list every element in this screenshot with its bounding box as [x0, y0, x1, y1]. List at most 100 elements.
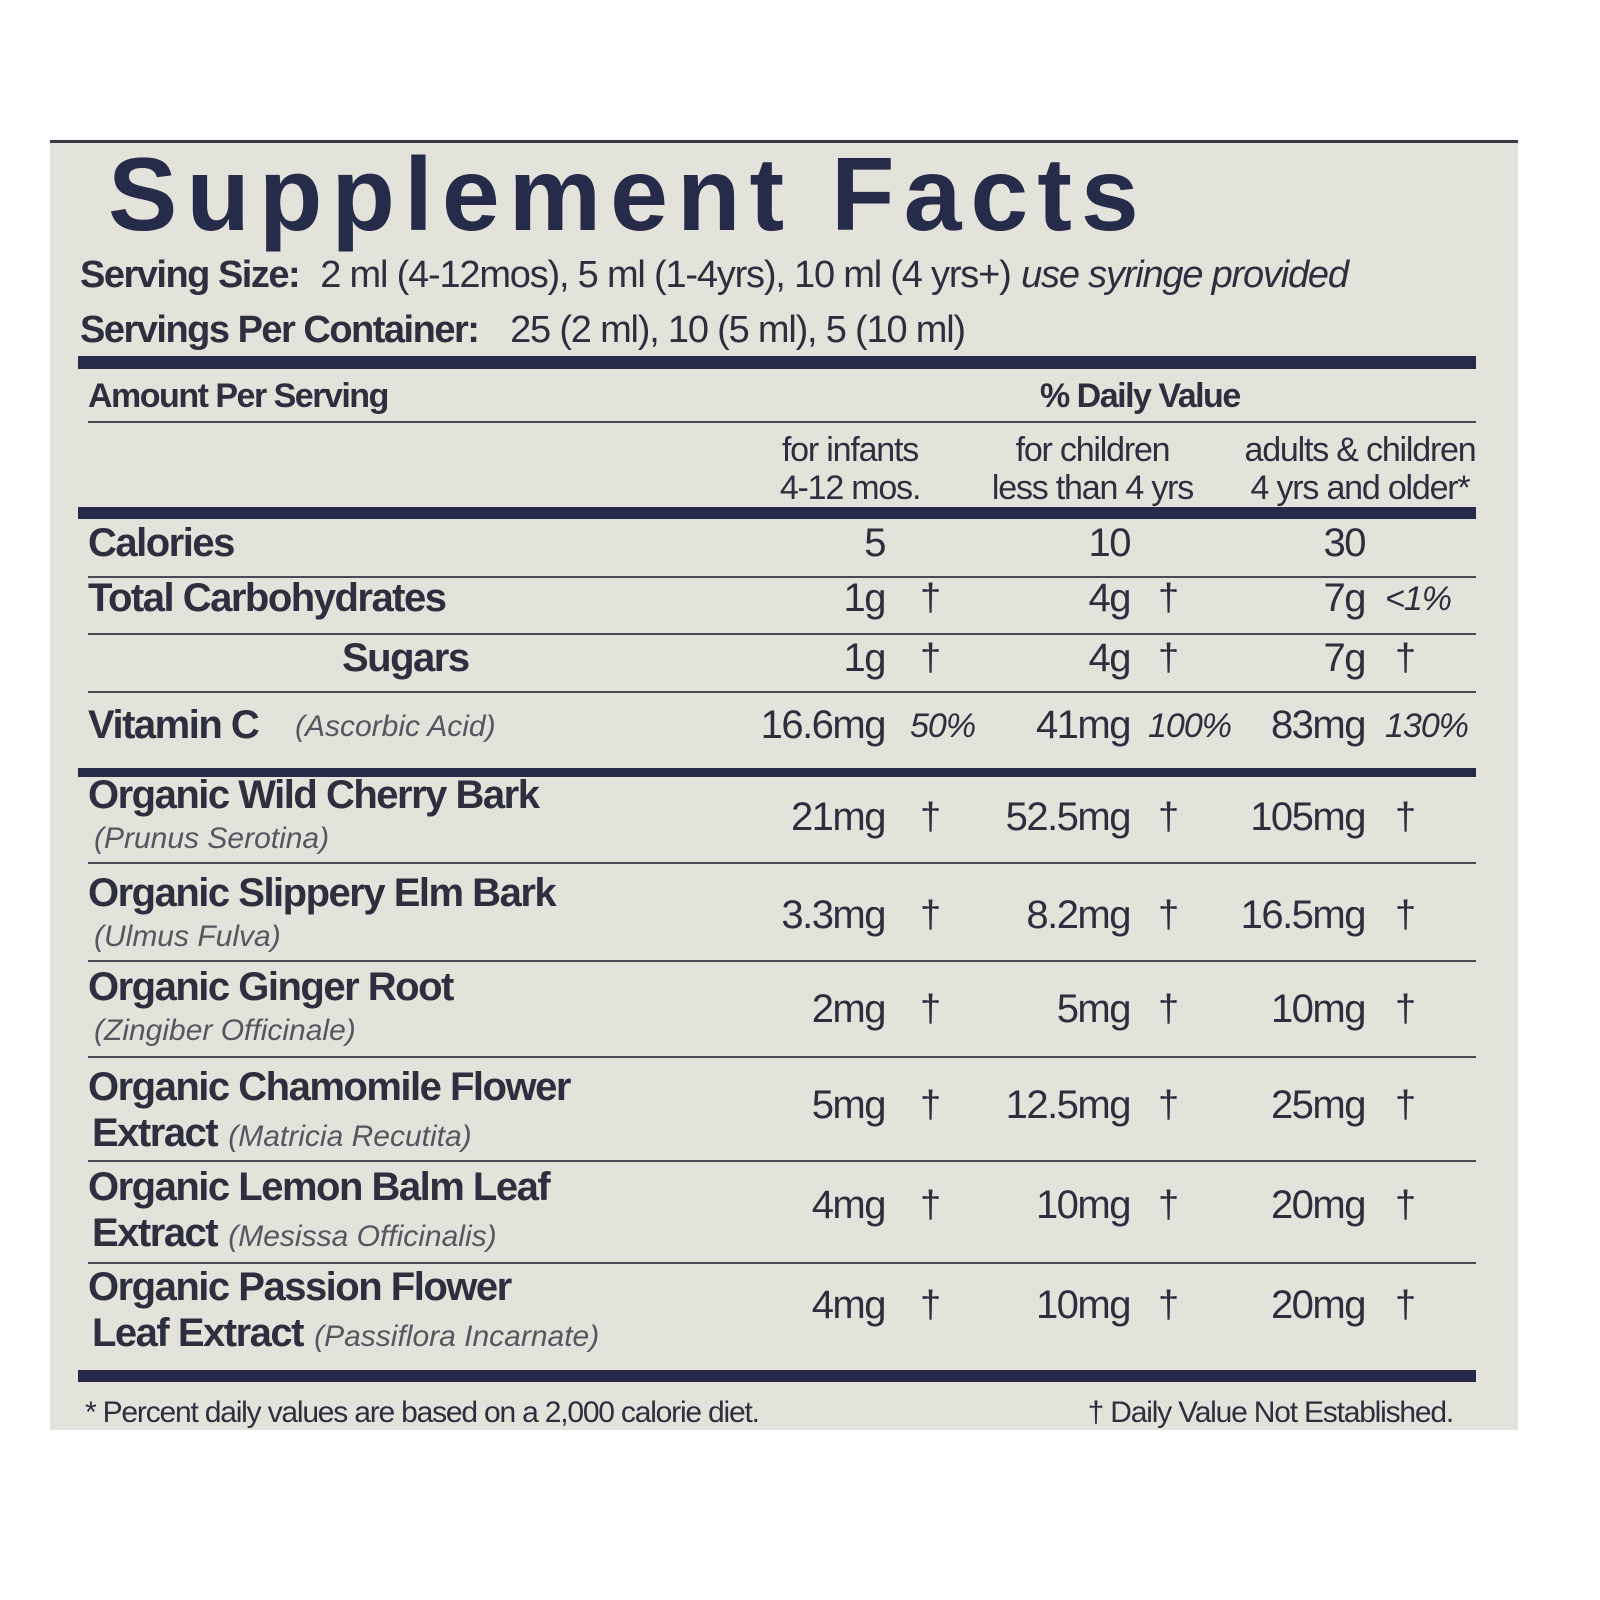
nutrient-name: Organic Passion Flower	[88, 1265, 512, 1309]
column-header-line2: 4-12 mos.	[779, 469, 922, 507]
amount-value: 3.3mg	[781, 893, 886, 937]
column-header-line2: less than 4 yrs	[991, 469, 1194, 507]
amount-value: 16.6mg	[760, 703, 887, 747]
amount-value: 30	[1323, 521, 1367, 565]
amount-value: 83mg	[1270, 703, 1367, 747]
nutrient-name-cont: Extract	[92, 1211, 219, 1255]
nutrient-name: Organic Wild Cherry Bark	[88, 773, 540, 817]
latin-name: (Matricia Recutita)	[228, 1120, 472, 1153]
dagger-mark: †	[920, 577, 942, 619]
nutrient-name: Vitamin C	[88, 703, 260, 747]
amount-value: 21mg	[790, 795, 887, 839]
dagger-mark: †	[1395, 988, 1417, 1030]
amount-value: 4g	[1088, 636, 1132, 680]
dagger-mark: †	[1158, 577, 1180, 619]
nutrient-name-cont: Leaf Extract	[92, 1311, 304, 1355]
amount-value: 10	[1088, 521, 1132, 565]
amount-value: 105mg	[1250, 795, 1366, 839]
amount-value: 10mg	[1035, 1183, 1132, 1227]
divider-thick	[78, 356, 1476, 369]
dagger-mark: †	[1158, 1284, 1180, 1326]
amount-value: 5mg	[1056, 987, 1132, 1031]
column-header-line1: for children	[1015, 431, 1171, 469]
dagger-mark: †	[920, 1184, 942, 1226]
latin-name: (Passiflora Incarnate)	[314, 1320, 600, 1353]
table-row: Organic Passion Flower Leaf Extract (Pass…	[50, 1265, 1518, 1357]
divider-thin	[88, 1160, 1476, 1162]
dagger-mark: †	[920, 796, 942, 838]
amount-value: 4mg	[811, 1283, 887, 1327]
amount-value: 5	[864, 521, 886, 565]
nutrient-name-line2: Extract (Mesissa Officinalis)	[92, 1211, 497, 1259]
divider-thick	[78, 1370, 1476, 1382]
dagger-mark: †	[1158, 1184, 1180, 1226]
dagger-mark: †	[920, 894, 942, 936]
table-row: Calories 5 10 30	[50, 521, 1518, 567]
nutrient-name: Organic Ginger Root	[88, 965, 454, 1009]
column-header: for children less than 4 yrs	[965, 431, 1220, 507]
amount-value: 10mg	[1270, 987, 1367, 1031]
dagger-mark: †	[920, 1084, 942, 1126]
divider-thick	[78, 768, 1476, 777]
daily-value-header: % Daily Value	[1040, 377, 1241, 415]
amount-value: 1g	[843, 576, 887, 620]
supplement-facts-panel: Supplement Facts Serving Size: 2 ml (4-1…	[50, 140, 1518, 1430]
table-row: Organic Slippery Elm Bark (Ulmus Fulva) 3.…	[50, 871, 1518, 963]
column-header-line2: 4 yrs and older*	[1250, 469, 1471, 507]
nutrient-name-cont: Extract	[92, 1111, 219, 1155]
latin-name: (Mesissa Officinalis)	[228, 1220, 497, 1253]
dagger-mark: †	[1395, 637, 1417, 679]
serving-size: Serving Size: 2 ml (4-12mos), 5 ml (1-4y…	[80, 253, 1349, 297]
serving-size-label: Serving Size:	[80, 254, 301, 296]
amount-value: 1g	[843, 636, 887, 680]
table-row: Sugars 1g † 4g † 7g †	[50, 636, 1518, 682]
daily-value-percent: 100%	[1148, 707, 1232, 745]
divider-thin	[88, 421, 1476, 423]
divider-thin	[88, 1056, 1476, 1058]
dagger-mark: †	[1158, 1084, 1180, 1126]
dagger-mark: †	[1395, 1184, 1417, 1226]
amount-value: 41mg	[1035, 703, 1132, 747]
serving-size-note: use syringe provided	[1021, 254, 1349, 296]
column-header: adults & children 4 yrs and older*	[1220, 431, 1500, 507]
table-row: Total Carbohydrates 1g † 4g † 7g <1%	[50, 576, 1518, 622]
dagger-mark: †	[1158, 796, 1180, 838]
latin-name: (Ulmus Fulva)	[94, 920, 281, 953]
table-row: Organic Lemon Balm Leaf Extract (Mesissa …	[50, 1165, 1518, 1257]
nutrient-name: Organic Slippery Elm Bark	[88, 871, 557, 915]
daily-value-percent: <1%	[1385, 580, 1452, 618]
nutrient-name: Organic Lemon Balm Leaf	[88, 1165, 551, 1209]
daily-value-percent: 130%	[1385, 707, 1469, 745]
nutrient-name: Calories	[88, 521, 235, 565]
page-title: Supplement Facts	[108, 137, 1148, 253]
divider-thick	[78, 507, 1476, 519]
amount-value: 2mg	[811, 987, 887, 1031]
divider-thin	[88, 1262, 1476, 1264]
latin-name: (Zingiber Officinale)	[94, 1014, 356, 1047]
daily-value-percent: 50%	[910, 707, 976, 745]
servings-per-container: Servings Per Container: 25 (2 ml), 10 (5…	[80, 308, 966, 352]
amount-value: 4mg	[811, 1183, 887, 1227]
footnote-dagger: † Daily Value Not Established.	[1087, 1396, 1455, 1429]
nutrient-name-line2: Extract (Matricia Recutita)	[92, 1111, 472, 1159]
divider-thin	[88, 691, 1476, 693]
serving-size-value: 2 ml (4-12mos), 5 ml (1-4yrs), 10 ml (4 …	[320, 254, 1011, 296]
latin-name: (Ascorbic Acid)	[295, 710, 496, 743]
amount-value: 20mg	[1270, 1283, 1367, 1327]
amount-value: 52.5mg	[1005, 795, 1132, 839]
amount-value: 7g	[1323, 636, 1367, 680]
dagger-mark: †	[920, 988, 942, 1030]
amount-value: 20mg	[1270, 1183, 1367, 1227]
divider-thin	[88, 862, 1476, 864]
latin-name: (Prunus Serotina)	[94, 822, 330, 855]
dagger-mark: †	[1158, 637, 1180, 679]
dagger-mark: †	[920, 1284, 942, 1326]
divider-thin	[88, 960, 1476, 962]
amount-value: 16.5mg	[1240, 893, 1367, 937]
divider-thin	[88, 633, 1476, 635]
nutrient-name-line2: Leaf Extract (Passiflora Incarnate)	[92, 1311, 599, 1359]
servings-per-container-label: Servings Per Container:	[80, 309, 480, 351]
amount-value: 8.2mg	[1026, 893, 1131, 937]
amount-value: 4g	[1088, 576, 1132, 620]
amount-value: 7g	[1323, 576, 1367, 620]
